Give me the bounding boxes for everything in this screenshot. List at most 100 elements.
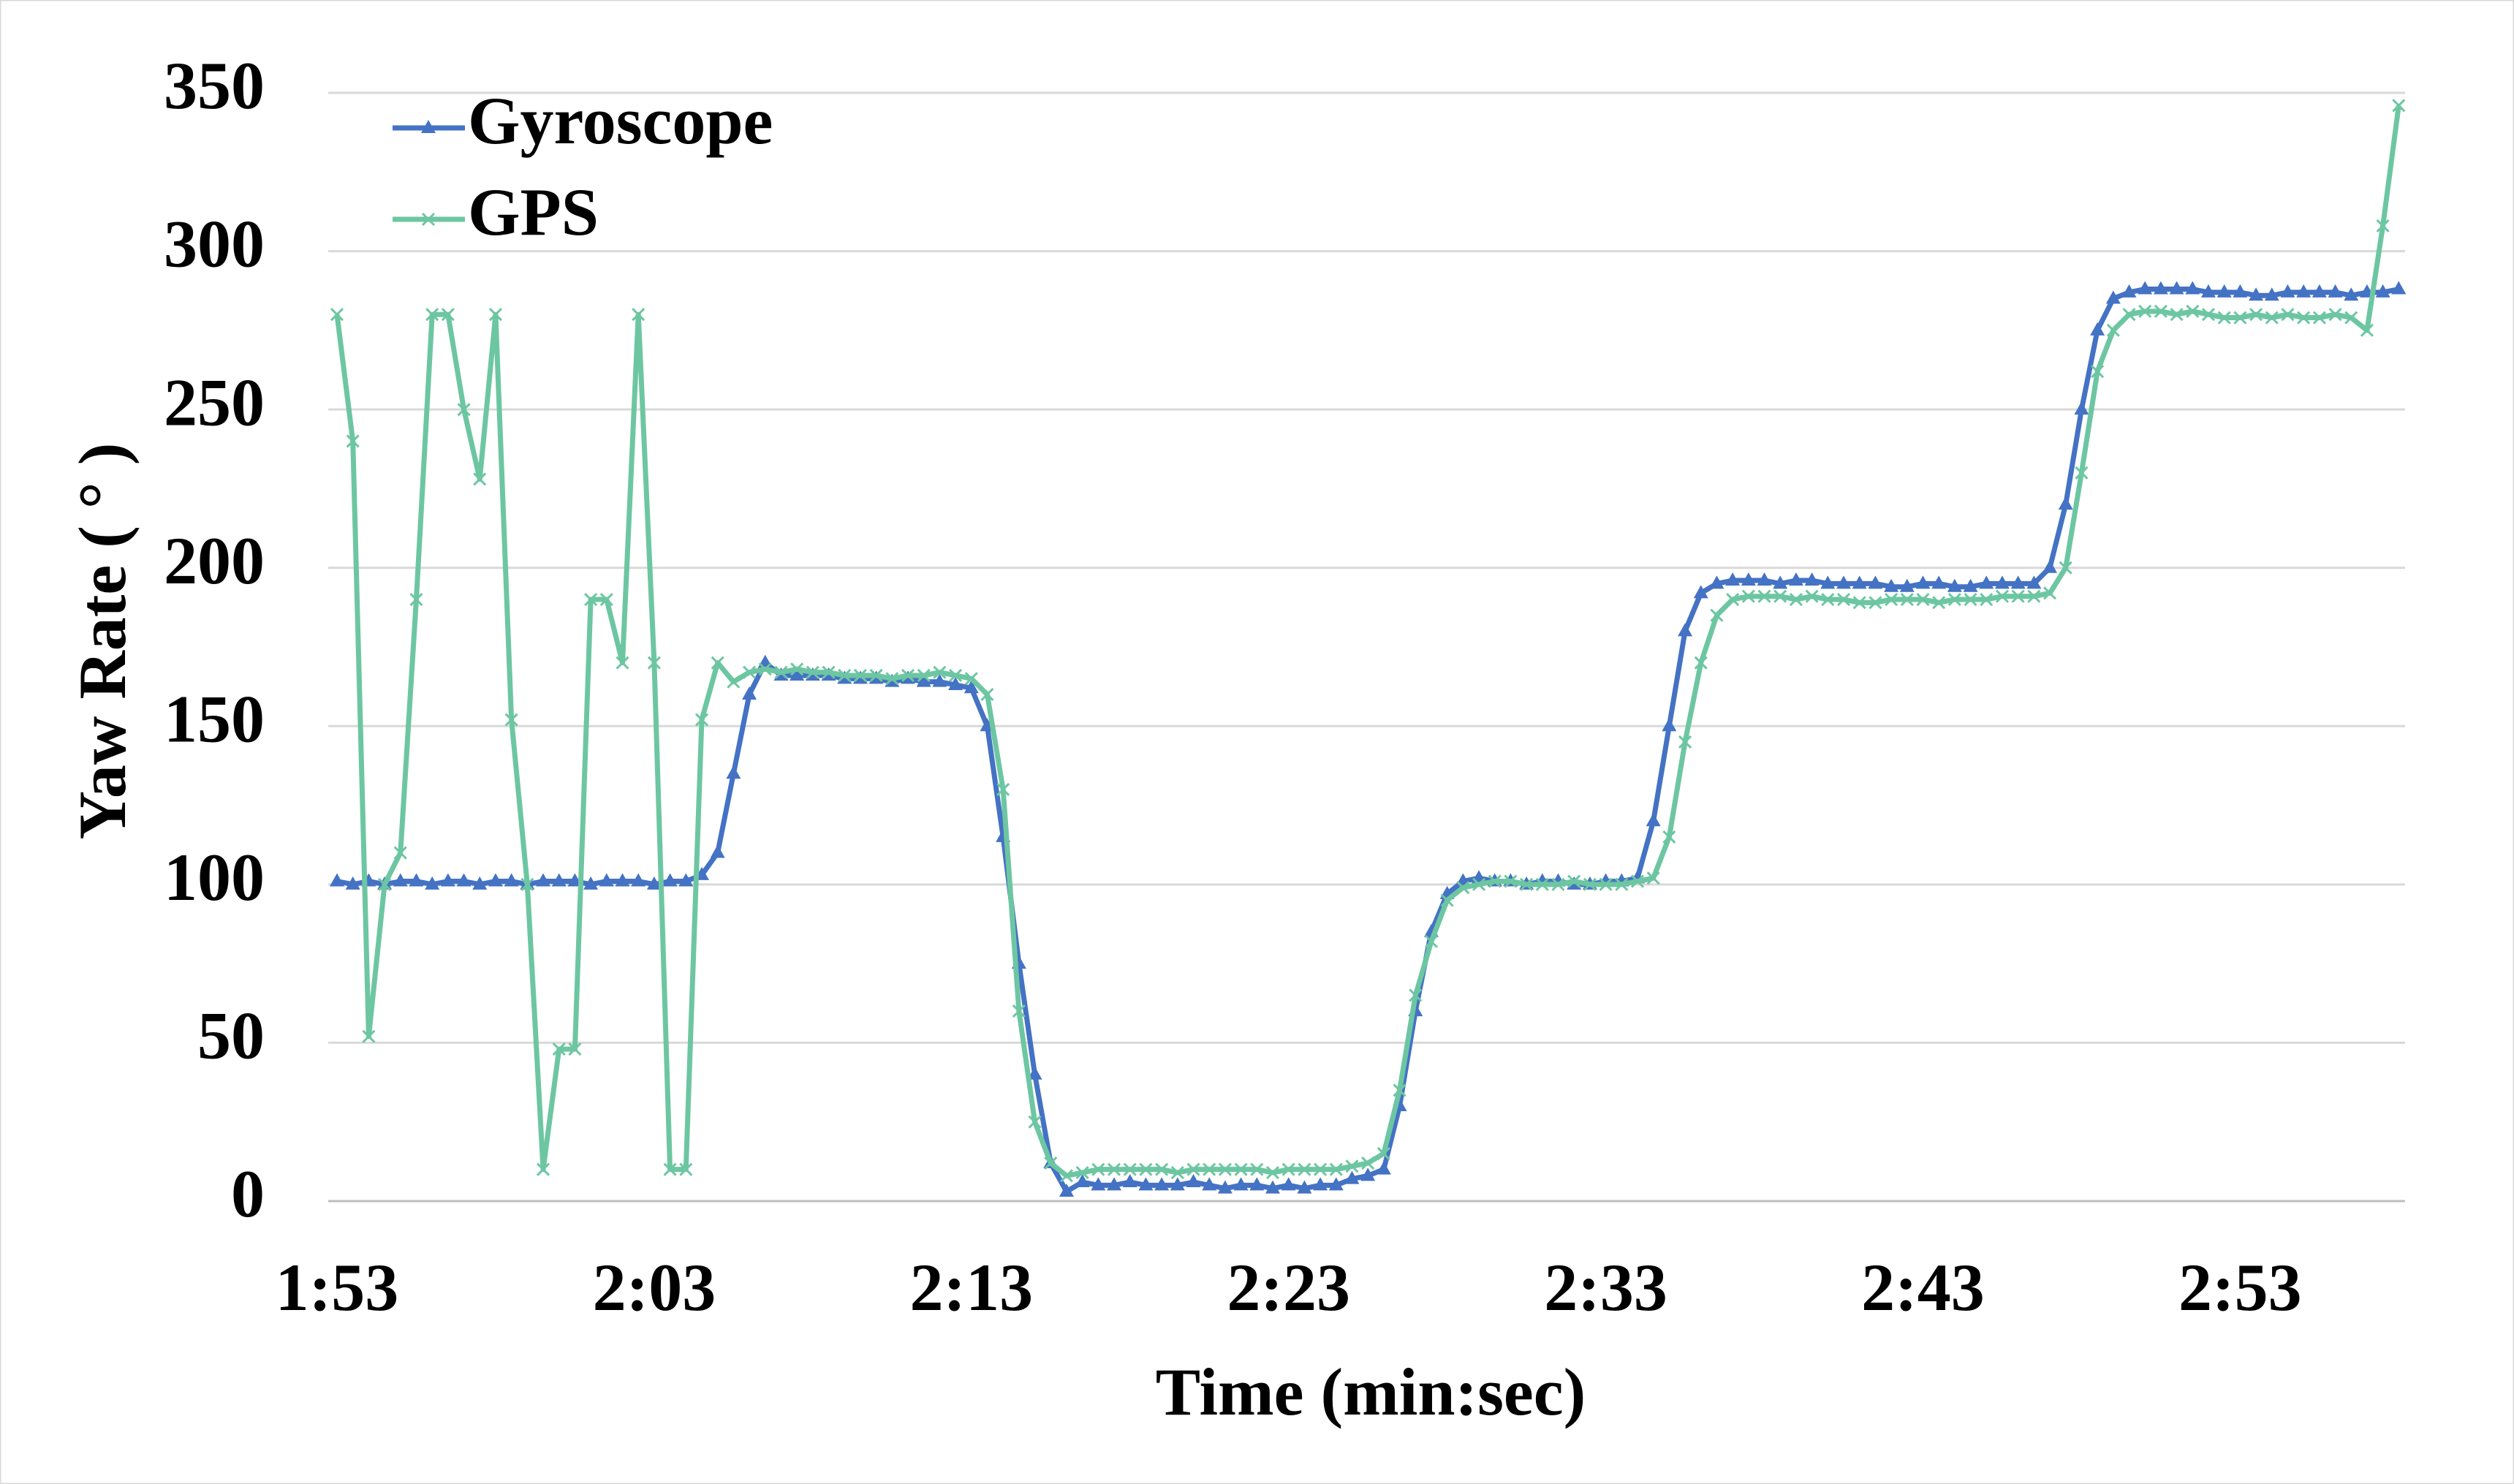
point-marker — [1361, 1156, 1375, 1170]
point-marker — [1107, 1162, 1121, 1176]
point-marker — [885, 672, 899, 686]
point-marker — [1994, 575, 2010, 589]
point-marker — [1297, 1180, 1312, 1194]
point-marker — [2105, 290, 2121, 304]
point-marker — [1773, 575, 1788, 589]
point-marker — [806, 665, 819, 679]
point-marker — [1250, 1162, 1264, 1176]
point-marker — [1980, 592, 1994, 607]
point-marker — [727, 675, 741, 689]
point-marker — [583, 876, 599, 890]
point-marker — [933, 665, 947, 679]
point-marker — [2392, 99, 2406, 113]
point-marker — [1709, 575, 1724, 589]
point-marker — [2344, 287, 2359, 301]
x-tick-label: 2:43 — [1861, 1250, 1985, 1325]
point-marker — [1044, 1156, 1058, 1170]
x-axis-title: Time (min:sec) — [1156, 1355, 1586, 1429]
point-marker — [615, 873, 630, 887]
point-marker — [472, 876, 488, 890]
point-marker — [917, 668, 931, 683]
point-marker — [2201, 308, 2216, 322]
point-marker — [1567, 874, 1581, 888]
point-marker — [916, 673, 931, 687]
point-marker — [1138, 1177, 1154, 1191]
point-marker — [1123, 1162, 1137, 1176]
point-marker — [1376, 1161, 1391, 1175]
point-marker — [790, 667, 805, 681]
point-marker — [2216, 284, 2232, 298]
x-tick-label: 2:53 — [2178, 1250, 2302, 1325]
point-marker — [1377, 1146, 1390, 1161]
point-marker — [901, 668, 915, 683]
y-tick-label: 300 — [164, 207, 265, 281]
point-marker — [1678, 623, 1693, 637]
point-marker — [742, 686, 757, 700]
y-tick-label: 350 — [164, 48, 265, 123]
x-tick-label: 2:13 — [909, 1250, 1033, 1325]
point-marker — [2217, 311, 2231, 325]
point-marker — [774, 665, 788, 679]
point-marker — [1424, 934, 1439, 948]
point-marker — [1234, 1162, 1248, 1176]
point-marker — [1344, 1170, 1360, 1184]
point-marker — [1122, 1174, 1137, 1188]
point-marker — [536, 1162, 550, 1176]
point-marker — [726, 765, 741, 779]
point-marker — [2391, 281, 2407, 295]
legend-label: GPS — [468, 175, 599, 249]
point-marker — [2090, 322, 2105, 336]
point-marker — [1154, 1177, 1170, 1191]
x-tick-label: 2:33 — [1544, 1250, 1667, 1325]
point-marker — [1393, 1083, 1406, 1097]
point-marker — [1979, 575, 1994, 589]
point-marker — [599, 592, 613, 607]
point-marker — [1409, 988, 1423, 1002]
y-tick-label: 50 — [197, 999, 265, 1073]
point-marker — [551, 873, 567, 887]
point-marker — [1789, 592, 1803, 607]
point-marker — [599, 873, 614, 887]
point-marker — [1821, 592, 1835, 607]
point-marker — [1551, 877, 1565, 891]
point-marker — [2138, 281, 2153, 295]
point-marker — [393, 873, 408, 887]
point-marker — [1472, 877, 1486, 891]
point-marker — [393, 846, 407, 860]
point-marker — [647, 656, 661, 670]
point-marker — [2360, 323, 2374, 337]
point-marker — [1217, 1180, 1233, 1194]
point-marker — [1694, 656, 1708, 670]
point-marker — [1805, 589, 1819, 603]
point-marker — [980, 687, 994, 702]
point-marker — [1520, 877, 1534, 891]
point-marker — [1947, 578, 1962, 592]
point-marker — [409, 592, 423, 607]
point-marker — [346, 434, 360, 448]
point-marker — [2026, 575, 2042, 589]
point-marker — [2153, 281, 2168, 295]
point-marker — [678, 873, 694, 887]
point-marker — [2010, 575, 2026, 589]
point-marker — [520, 877, 534, 891]
point-marker — [2233, 284, 2248, 298]
point-marker — [2249, 287, 2264, 301]
point-marker — [1504, 874, 1518, 888]
point-marker — [1836, 575, 1852, 589]
point-marker — [1900, 592, 1914, 607]
point-marker — [421, 212, 436, 227]
point-marker — [1155, 1162, 1169, 1176]
point-marker — [1281, 1177, 1296, 1191]
point-marker — [932, 673, 947, 687]
point-marker — [2138, 304, 2152, 318]
point-marker — [1710, 608, 1724, 622]
point-marker — [949, 668, 963, 683]
y-tick-label: 200 — [164, 523, 265, 598]
point-marker — [1328, 1177, 1344, 1191]
point-marker — [1345, 1159, 1359, 1173]
point-marker — [1314, 1162, 1328, 1176]
point-marker — [1852, 575, 1867, 589]
point-marker — [2042, 559, 2058, 573]
